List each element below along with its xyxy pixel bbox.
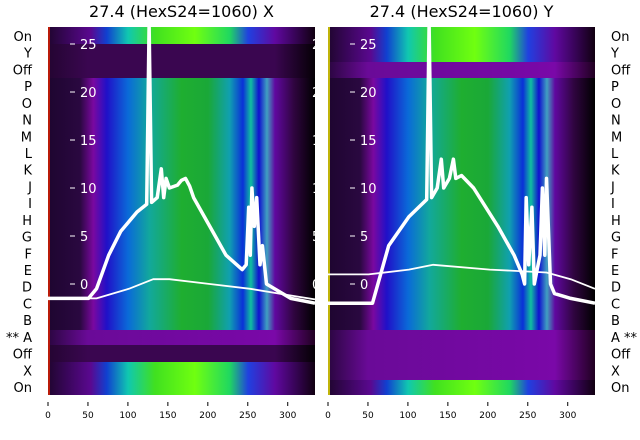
panel-y: 27.4 (HexS24=1060) YOnYOffPONMLKJIHGFEDC… (325, 2, 637, 421)
row-label: A ** (611, 331, 638, 346)
row-label: Off (611, 348, 631, 363)
y-tick-label-clipped: 5 (312, 230, 320, 245)
y-tick-label: 25 (80, 38, 97, 53)
row-label: Y (610, 47, 619, 62)
y-tick-label: 20 (80, 86, 97, 101)
y-tick-label: 15 (80, 134, 97, 149)
row-label: K (611, 164, 620, 179)
row-label: J (27, 180, 32, 195)
row-label: J (610, 180, 615, 195)
row-label: C (611, 297, 620, 312)
row-label: L (611, 147, 619, 162)
x-tick-label: 300 (279, 411, 296, 421)
row-label: M (21, 130, 32, 145)
row-label: L (25, 147, 33, 162)
row-label: I (28, 197, 32, 212)
edge-marker (48, 27, 50, 395)
row-label: ** A (6, 331, 32, 346)
row-label: Off (611, 63, 631, 78)
row-label: I (611, 197, 615, 212)
y-tick-label: 5 (80, 230, 88, 245)
row-label: On (611, 381, 629, 396)
y-tick-label-clipped: 0 (312, 278, 320, 293)
panel-x: 27.4 (HexS24=1060) XOnYOffPONMLKJIHGFEDC… (6, 2, 329, 421)
y-tick-label: 25 (360, 38, 377, 53)
row-label: H (22, 214, 32, 229)
row-label: On (611, 30, 629, 45)
chart-title: 27.4 (HexS24=1060) X (89, 2, 274, 21)
row-label: Off (13, 63, 33, 78)
row-label: E (611, 264, 619, 279)
heatmap-band (48, 330, 315, 345)
row-label: O (611, 97, 621, 112)
y-tick-label: 5 (360, 230, 368, 245)
row-label: M (611, 130, 622, 145)
row-label: E (24, 264, 32, 279)
row-label: H (611, 214, 621, 229)
y-tick-label-clipped: 25 (312, 38, 329, 53)
x-tick-label: 250 (519, 411, 536, 421)
x-tick-label: 0 (45, 411, 51, 421)
x-tick-label: 100 (119, 411, 136, 421)
row-label: F (611, 247, 618, 262)
row-label: Y (23, 47, 32, 62)
y-tick-label: 20 (360, 86, 377, 101)
row-label: B (611, 314, 620, 329)
y-tick-label: 10 (360, 182, 377, 197)
x-tick-label: 300 (559, 411, 576, 421)
row-label: G (22, 231, 32, 246)
heatmap-band (48, 62, 315, 78)
heatmap-band (48, 362, 315, 395)
heatmap-band (48, 44, 315, 62)
y-tick-label: 0 (360, 278, 368, 293)
row-label: K (23, 164, 32, 179)
row-label: P (24, 80, 32, 95)
row-label: N (22, 114, 32, 129)
y-tick-label: 10 (80, 182, 97, 197)
heatmap-band (328, 62, 595, 78)
x-tick-label: 200 (479, 411, 496, 421)
row-label: On (14, 381, 32, 396)
row-label: D (611, 281, 621, 296)
row-label: N (611, 114, 621, 129)
row-label: C (23, 297, 32, 312)
series-line-profile (328, 23, 596, 305)
x-tick-label: 100 (399, 411, 416, 421)
row-label: F (25, 247, 32, 262)
row-label: X (23, 364, 32, 379)
row-label: X (611, 364, 620, 379)
series-line-reference (328, 263, 596, 290)
x-tick-label: 50 (82, 411, 94, 421)
x-tick-label: 250 (239, 411, 256, 421)
row-label: B (23, 314, 32, 329)
heatmap-band (48, 27, 315, 44)
y-tick-label-clipped: 15 (312, 134, 329, 149)
heatmap-band (328, 345, 595, 380)
row-label: D (22, 281, 32, 296)
y-tick-label-clipped: 20 (312, 86, 329, 101)
series-line-reference (48, 278, 316, 301)
row-label: On (14, 30, 32, 45)
heatmap-band (328, 27, 595, 62)
x-tick-label: 200 (199, 411, 216, 421)
x-tick-label: 50 (362, 411, 374, 421)
row-label: Off (13, 348, 33, 363)
chart-title: 27.4 (HexS24=1060) Y (370, 2, 554, 21)
series-line-profile (48, 23, 316, 305)
y-tick-label: 0 (80, 278, 88, 293)
row-label: G (611, 231, 621, 246)
edge-marker (328, 27, 330, 395)
heatmap-band (48, 345, 315, 362)
row-label: O (22, 97, 32, 112)
heatmap-band (328, 330, 595, 345)
x-tick-label: 150 (159, 411, 176, 421)
x-tick-label: 0 (325, 411, 331, 421)
y-tick-label: 15 (360, 134, 377, 149)
row-label: P (611, 80, 619, 95)
y-tick-label-clipped: 10 (312, 182, 329, 197)
heatmap-band (328, 380, 595, 395)
x-tick-label: 150 (439, 411, 456, 421)
